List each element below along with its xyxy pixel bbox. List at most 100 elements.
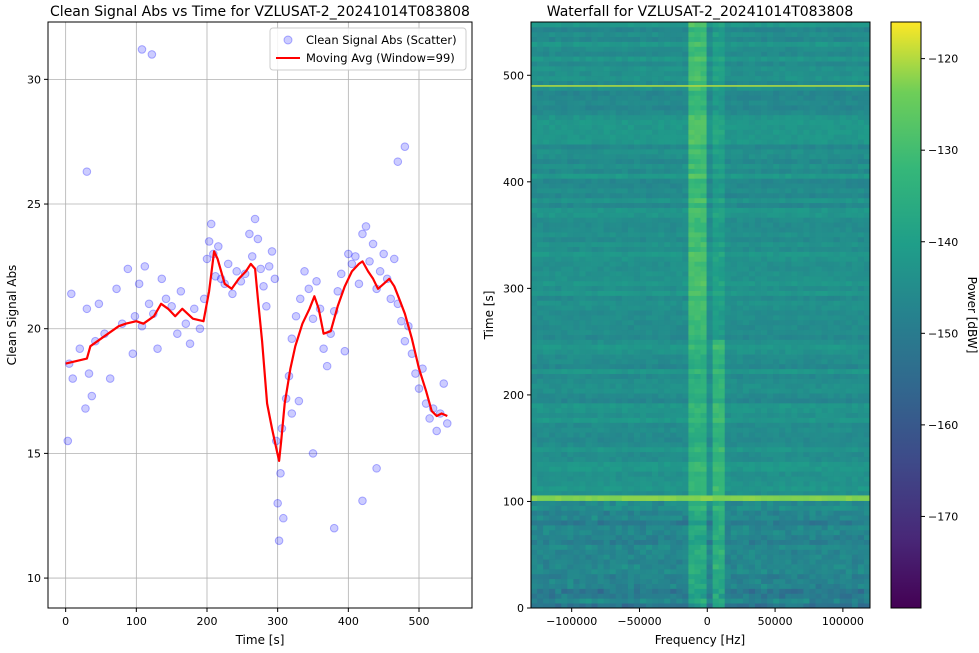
heatmap-cell xyxy=(767,222,773,227)
heatmap-cell xyxy=(791,549,797,554)
heatmap-cell xyxy=(543,457,549,462)
heatmap-cell xyxy=(755,349,761,354)
scatter-point xyxy=(373,465,381,473)
heatmap-cell xyxy=(701,198,707,203)
heatmap-cell xyxy=(567,403,573,408)
heatmap-cell xyxy=(561,203,567,208)
heatmap-cell xyxy=(664,232,670,237)
heatmap-cell xyxy=(791,574,797,579)
heatmap-cell xyxy=(834,198,840,203)
heatmap-cell xyxy=(658,584,664,589)
heatmap-cell xyxy=(858,520,864,525)
heatmap-cell xyxy=(773,291,779,296)
heatmap-cell xyxy=(634,584,640,589)
heatmap-cell xyxy=(549,281,555,286)
heatmap-cell xyxy=(791,193,797,198)
heatmap-cell xyxy=(858,359,864,364)
heatmap-cell xyxy=(670,564,676,569)
heatmap-cell xyxy=(828,471,834,476)
heatmap-cell xyxy=(688,203,694,208)
heatmap-cell xyxy=(682,208,688,213)
heatmap-cell xyxy=(809,418,815,423)
heatmap-cell xyxy=(725,584,731,589)
heatmap-cell xyxy=(707,320,713,325)
heatmap-cell xyxy=(731,432,737,437)
heatmap-cell xyxy=(749,349,755,354)
heatmap-cell xyxy=(543,408,549,413)
heatmap-cell xyxy=(725,447,731,452)
heatmap-cell xyxy=(676,432,682,437)
heatmap-cell xyxy=(834,520,840,525)
heatmap-cell xyxy=(628,330,634,335)
heatmap-cell xyxy=(785,398,791,403)
heatmap-cell xyxy=(743,530,749,535)
heatmap-cell xyxy=(604,574,610,579)
heatmap-cell xyxy=(531,198,537,203)
heatmap-cell xyxy=(579,427,585,432)
heatmap-cell xyxy=(537,598,543,603)
heatmap-cell xyxy=(585,325,591,330)
heatmap-cell xyxy=(858,261,864,266)
heatmap-cell xyxy=(622,471,628,476)
heatmap-cell xyxy=(761,471,767,476)
heatmap-cell xyxy=(701,574,707,579)
heatmap-cell xyxy=(585,554,591,559)
heatmap-cell xyxy=(791,525,797,530)
heatmap-cell xyxy=(592,188,598,193)
heatmap-cell xyxy=(694,335,700,340)
heatmap-cell xyxy=(713,540,719,545)
heatmap-cell xyxy=(737,247,743,252)
heatmap-cell xyxy=(531,437,537,442)
heatmap-cell xyxy=(719,271,725,276)
heatmap-cell xyxy=(834,217,840,222)
heatmap-cell xyxy=(822,374,828,379)
heatmap-cell xyxy=(816,427,822,432)
heatmap-cell xyxy=(701,486,707,491)
heatmap-cell xyxy=(604,222,610,227)
heatmap-cell xyxy=(676,276,682,281)
heatmap-cell xyxy=(809,432,815,437)
heatmap-cell xyxy=(543,188,549,193)
heatmap-cell xyxy=(779,369,785,374)
heatmap-cell xyxy=(785,193,791,198)
heatmap-cell xyxy=(664,486,670,491)
heatmap-cell xyxy=(840,266,846,271)
heatmap-cell xyxy=(785,452,791,457)
heatmap-cell xyxy=(755,339,761,344)
heatmap-cell xyxy=(640,525,646,530)
heatmap-cell xyxy=(840,593,846,598)
heatmap-cell xyxy=(652,374,658,379)
heatmap-cell xyxy=(713,579,719,584)
heatmap-cell xyxy=(555,549,561,554)
heatmap-cell xyxy=(598,540,604,545)
heatmap-cell xyxy=(701,579,707,584)
heatmap-cell xyxy=(761,530,767,535)
heatmap-cell xyxy=(822,339,828,344)
heatmap-cell xyxy=(579,452,585,457)
scatter-point xyxy=(275,537,283,545)
heatmap-cell xyxy=(573,408,579,413)
heatmap-cell xyxy=(773,408,779,413)
heatmap-cell xyxy=(646,232,652,237)
heatmap-cell xyxy=(555,242,561,247)
heatmap-cell xyxy=(785,413,791,418)
heatmap-cell xyxy=(555,276,561,281)
heatmap-cell xyxy=(573,579,579,584)
heatmap-cell xyxy=(749,462,755,467)
heatmap-cell xyxy=(676,520,682,525)
heatmap-cell xyxy=(579,388,585,393)
heatmap-cell xyxy=(785,505,791,510)
heatmap-cell xyxy=(579,408,585,413)
heatmap-cell xyxy=(713,505,719,510)
heatmap-cell xyxy=(822,212,828,217)
heatmap-cell xyxy=(543,276,549,281)
heatmap-cell xyxy=(573,535,579,540)
heatmap-cell xyxy=(779,437,785,442)
heatmap-cell xyxy=(731,554,737,559)
heatmap-cell xyxy=(652,545,658,550)
heatmap-cell xyxy=(797,330,803,335)
heatmap-cell xyxy=(828,427,834,432)
heatmap-cell xyxy=(537,208,543,213)
heatmap-cell xyxy=(852,530,858,535)
heatmap-cell xyxy=(634,549,640,554)
